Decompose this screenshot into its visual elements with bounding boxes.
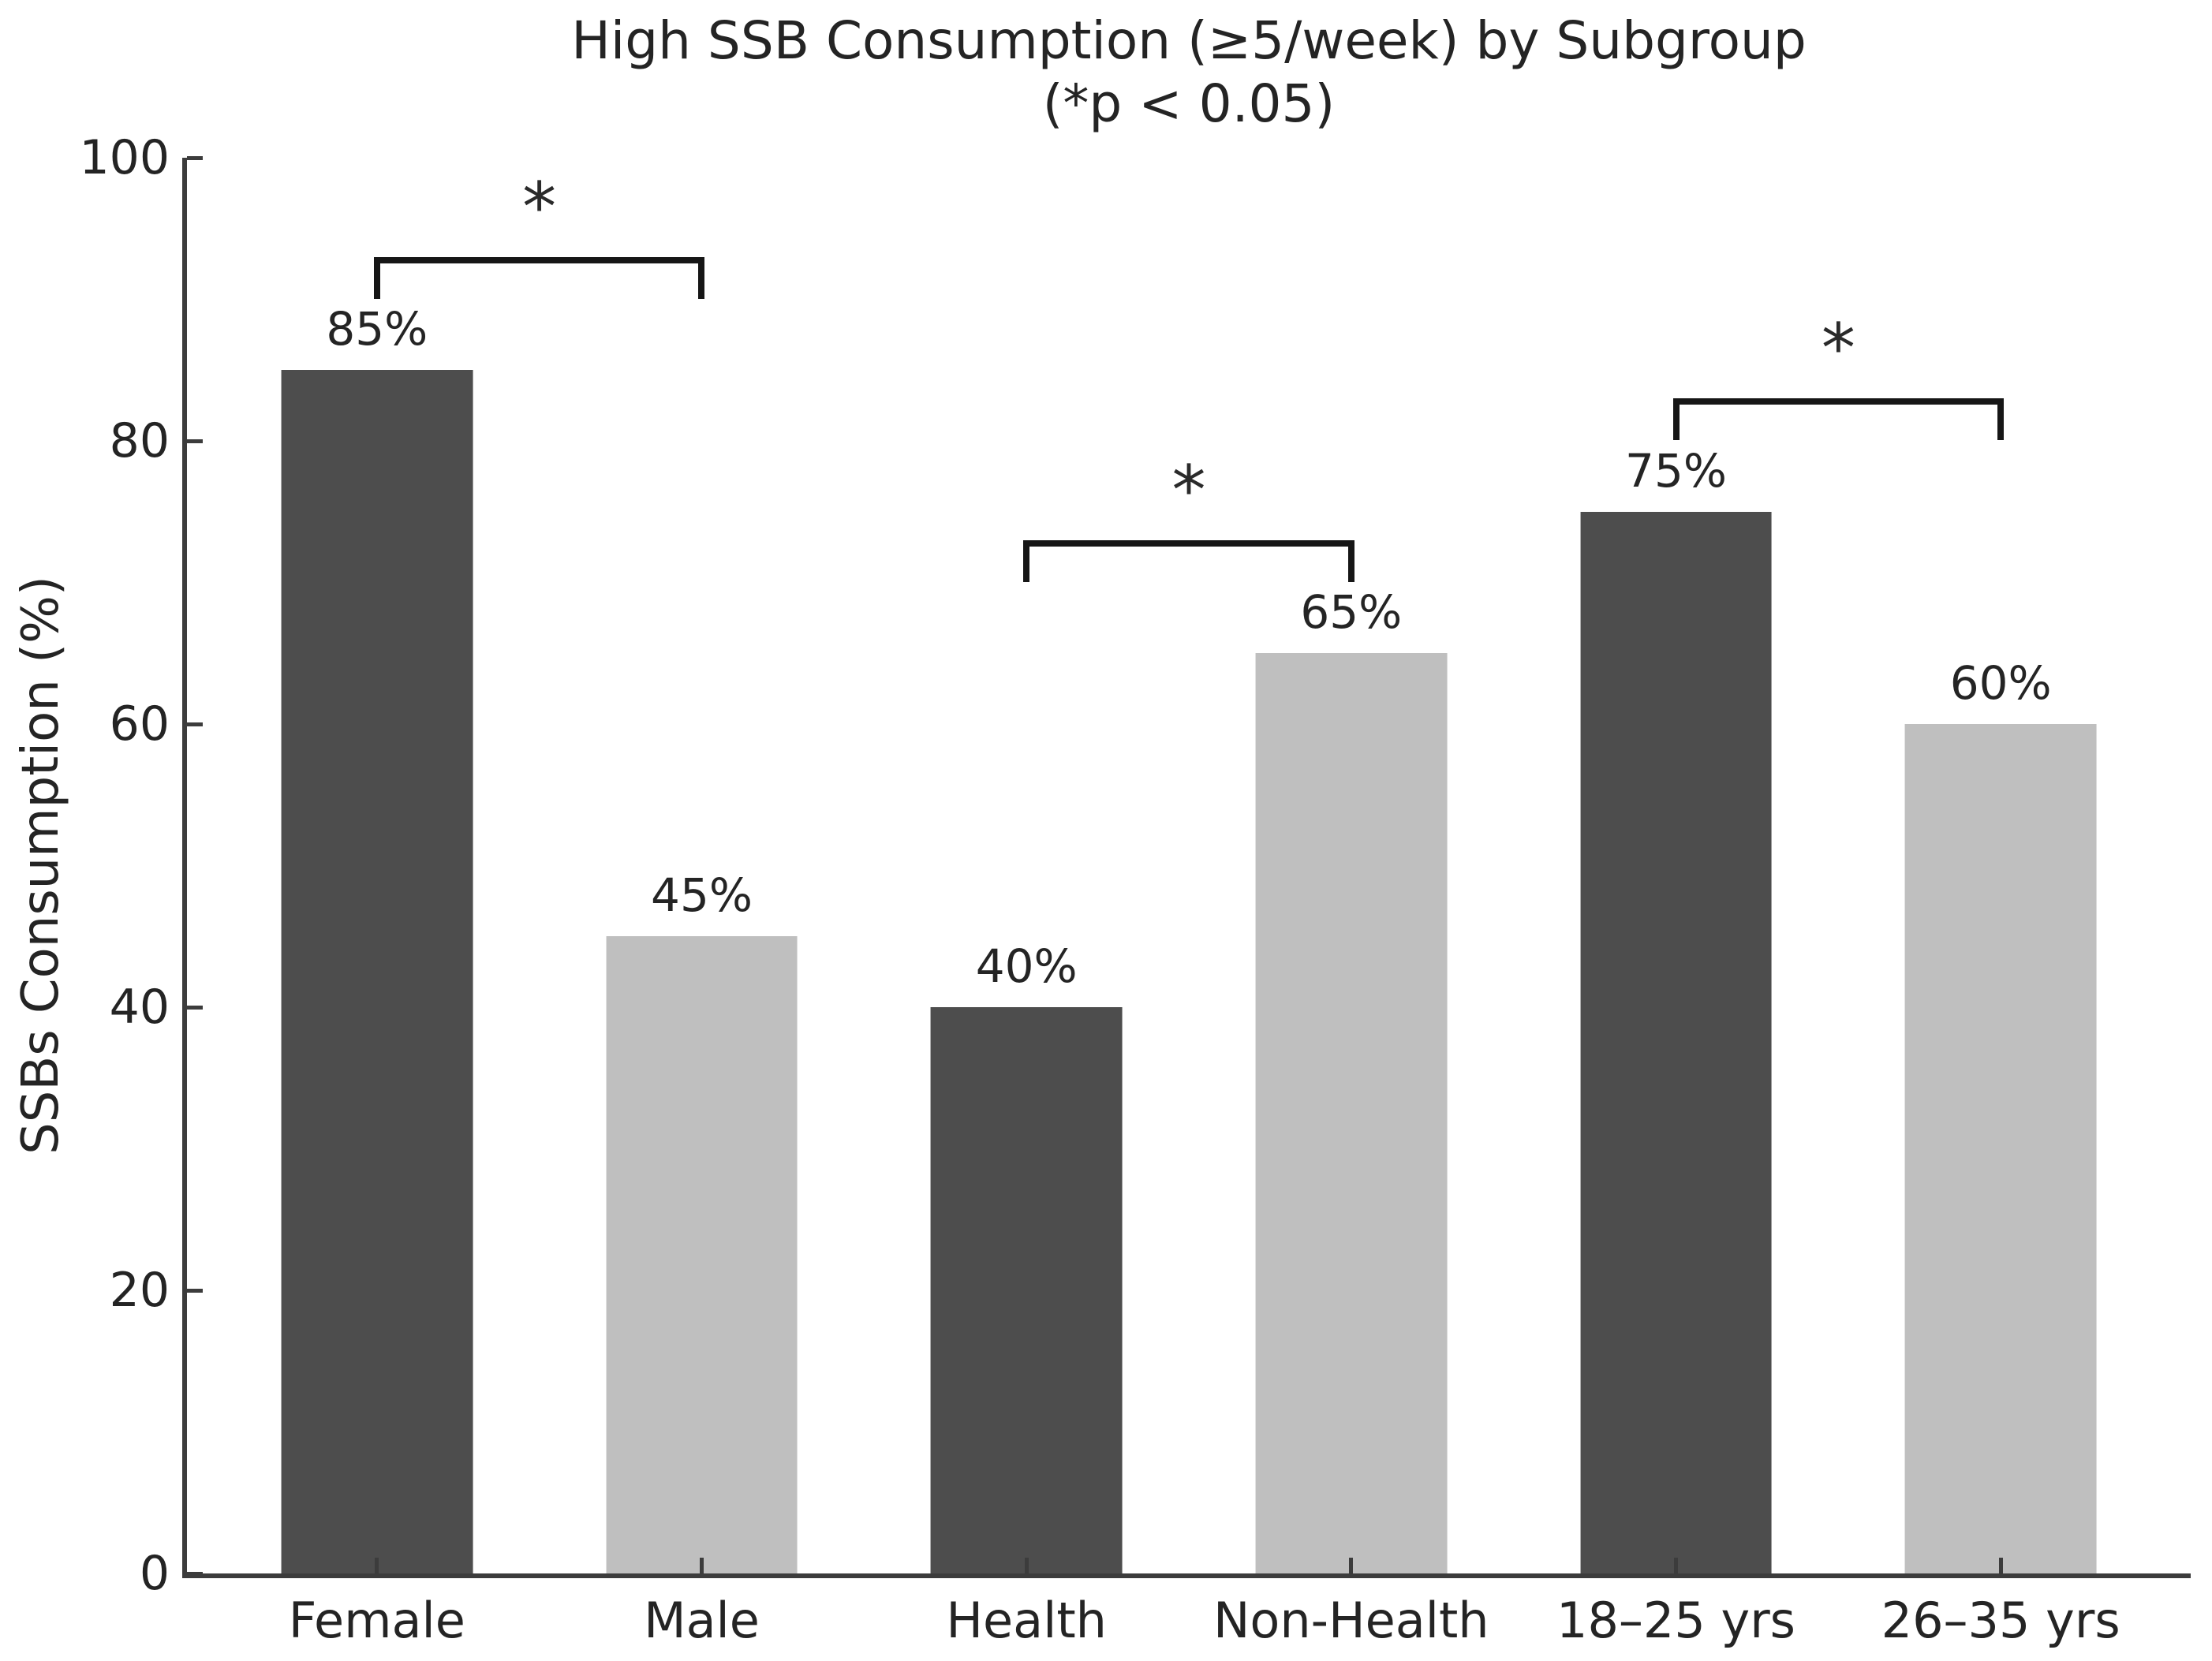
x-tick-label: Male	[644, 1592, 760, 1649]
x-tick-mark	[1349, 1558, 1354, 1573]
y-tick-mark	[187, 722, 203, 726]
y-tick-label: 0	[139, 1546, 170, 1601]
y-tick-label: 20	[109, 1263, 170, 1318]
x-tick-label: 26–35 yrs	[1881, 1592, 2120, 1649]
bar-slot-6: 60%	[1838, 158, 2163, 1573]
significance-bracket-3	[1672, 398, 2005, 441]
bar-value-label: 60%	[1949, 656, 2052, 710]
y-tick-label: 40	[109, 980, 170, 1035]
x-tick-mark	[1674, 1558, 1678, 1573]
chart-subtitle: (*p < 0.05)	[1042, 73, 1336, 134]
significance-bracket-2	[1023, 539, 1354, 582]
bar-value-label: 45%	[651, 868, 753, 923]
significance-bracket-1	[373, 256, 705, 299]
bar-value-label: 85%	[326, 302, 428, 356]
y-tick-mark	[187, 1571, 203, 1576]
x-tick-label: Health	[946, 1592, 1107, 1649]
chart-title-block: High SSB Consumption (≥5/week) by Subgro…	[187, 9, 2191, 136]
chart-title: High SSB Consumption (≥5/week) by Subgro…	[571, 10, 1807, 71]
y-tick-mark	[187, 155, 203, 160]
y-tick-mark	[187, 439, 203, 443]
y-tick-label: 100	[79, 130, 170, 185]
significance-asterisk-1: *	[522, 167, 557, 247]
bar-slot-5: 75%	[1514, 158, 1839, 1573]
x-tick-mark	[375, 1558, 379, 1573]
y-axis-label: SSBs Consumption (%)	[12, 576, 70, 1155]
y-tick-label: 80	[109, 413, 170, 468]
x-tick-label: Non-Health	[1213, 1592, 1489, 1649]
x-tick-label: 18–25 yrs	[1556, 1592, 1795, 1649]
bar-value-label: 65%	[1300, 585, 1403, 640]
x-tick-mark	[700, 1558, 704, 1573]
bar-slots: 85% 45% 40% 65% 75% 60%	[215, 158, 2163, 1573]
bar-male	[606, 936, 798, 1573]
y-tick-mark	[187, 1005, 203, 1010]
bar-18-25-yrs	[1580, 511, 1772, 1573]
x-tick-label: Female	[288, 1592, 465, 1649]
x-tick-mark	[1024, 1558, 1029, 1573]
bar-slot-3: 40%	[864, 158, 1189, 1573]
y-tick-mark	[187, 1288, 203, 1293]
bar-female	[281, 370, 473, 1573]
bar-health	[930, 1007, 1123, 1573]
x-tick-mark	[1998, 1558, 2003, 1573]
bar-value-label: 75%	[1625, 443, 1727, 498]
bar-slot-1: 85%	[215, 158, 540, 1573]
y-tick-label: 60	[109, 696, 170, 752]
bar-slot-4: 65%	[1189, 158, 1514, 1573]
significance-asterisk-2: *	[1171, 450, 1206, 530]
bar-26-35-yrs	[1904, 724, 2097, 1573]
significance-asterisk-3: *	[1821, 309, 1855, 389]
bar-value-label: 40%	[975, 939, 1078, 993]
bar-slot-2: 45%	[540, 158, 865, 1573]
bar-non-health	[1255, 653, 1448, 1573]
plot-area: 85% 45% 40% 65% 75% 60% * * *	[182, 155, 2191, 1578]
